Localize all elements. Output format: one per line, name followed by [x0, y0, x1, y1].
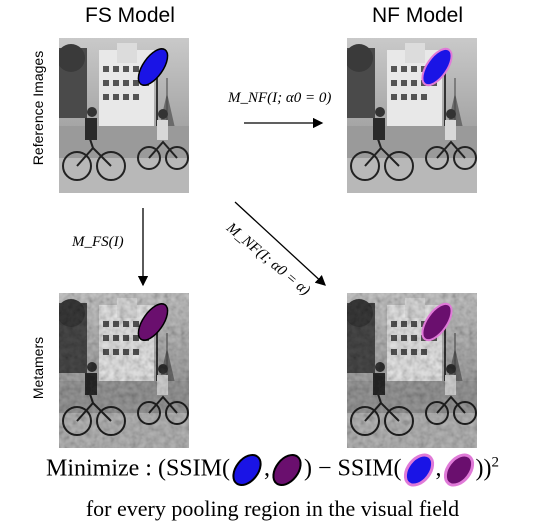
- pooling-region-ellipse: [421, 302, 453, 342]
- nf-model-title: NF Model: [372, 4, 464, 27]
- nf-metamer-image: [347, 293, 477, 448]
- fs-metamer-image: [59, 293, 189, 448]
- pooling-region-ellipse: [137, 48, 169, 86]
- purple-pink-outline-ellipse-icon: [443, 453, 474, 487]
- nf-reference-image: [347, 38, 477, 193]
- blue-pink-outline-ellipse-icon: [403, 453, 434, 487]
- vertical-arrow-label: M_FS(I): [72, 234, 124, 250]
- reference-images-label: Reference Images: [30, 50, 46, 166]
- pooling-region-note: for every pooling region in the visual f…: [85, 496, 460, 521]
- equation-middle: ) − SSIM(: [303, 455, 402, 482]
- horizontal-arrow-label: M_NF(I; α0 = 0): [228, 90, 332, 106]
- diagonal-arrow-label: M_NF(I; α0 = α): [223, 219, 313, 299]
- equation-comma-1: ,: [263, 455, 270, 482]
- minimize-equation: Minimize : (SSIM(, ) − SSIM(,))2: [0, 452, 545, 488]
- pooling-region-ellipse: [421, 47, 453, 87]
- equation-comma-2: ,: [435, 455, 442, 482]
- fs-reference-image: [59, 38, 189, 193]
- equation-exponent: 2: [491, 454, 500, 471]
- fs-model-title: FS Model: [85, 4, 175, 27]
- purple-ellipse-icon: [272, 453, 302, 487]
- pooling-region-ellipse: [137, 303, 169, 341]
- metamers-label: Metamers: [30, 336, 46, 400]
- blue-ellipse-icon: [232, 453, 262, 487]
- equation-suffix: )): [475, 455, 492, 482]
- equation-prefix: Minimize : (SSIM(: [45, 455, 230, 482]
